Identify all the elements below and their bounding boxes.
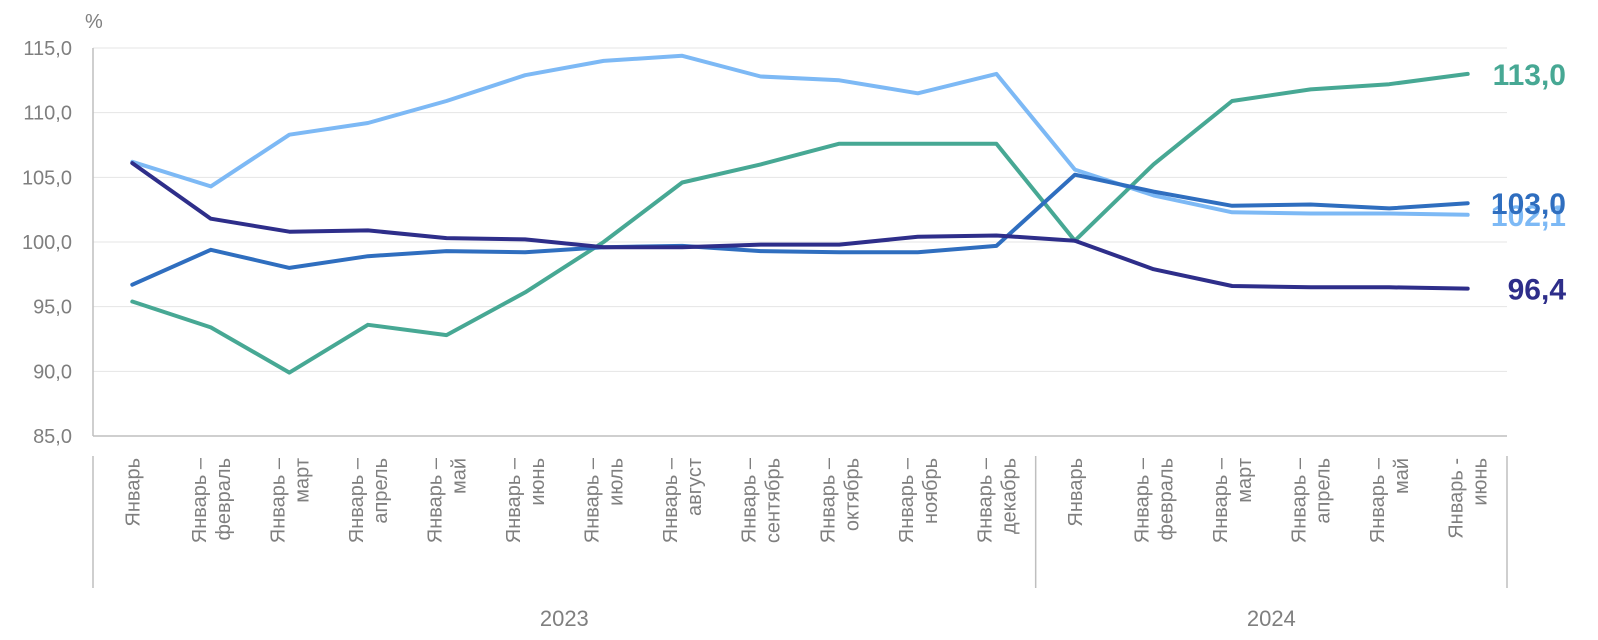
- x-tick-label-line: февраль: [1156, 458, 1178, 541]
- x-tick-label: Январь – май: [1367, 457, 1413, 543]
- x-tick-label-line: октябрь: [841, 458, 863, 531]
- x-axis-ticks: Январь Январь – февраль Январь – март Январь …: [122, 457, 1491, 543]
- x-tick-label: Январь – октябрь: [817, 457, 863, 543]
- end-labels: 102,1 113,0 103,0 96,4: [1491, 59, 1566, 307]
- x-tick-label: Январь – апрель: [1289, 457, 1335, 543]
- axes: [92, 48, 1508, 588]
- x-tick-label-line: Январь: [122, 458, 144, 527]
- x-tick-label: Январь – апрель: [346, 457, 392, 543]
- x-tick-label-line: май: [449, 458, 471, 494]
- x-tick-label-line: Январь –: [896, 457, 918, 543]
- series-line: [130, 161, 1470, 291]
- x-tick-label-line: июль: [606, 458, 628, 506]
- x-tick-label: Январь – сентябрь: [739, 457, 785, 543]
- x-tick-label-line: Январь –: [974, 457, 996, 543]
- series-end-label: 102,1: [1491, 200, 1566, 233]
- x-tick-label: Январь - июнь: [1446, 458, 1492, 539]
- year-groups: 2023 2024: [540, 606, 1296, 631]
- series-end-label: 96,4: [1508, 274, 1567, 307]
- x-tick-label-line: июнь: [1470, 458, 1492, 506]
- series-line: [130, 53, 1470, 217]
- series-line: [130, 71, 1470, 375]
- y-tick-label: 105,0: [22, 167, 72, 189]
- series-lines: [130, 53, 1470, 375]
- x-tick-label: Январь: [1065, 458, 1087, 527]
- y-tick-label: 110,0: [23, 103, 72, 125]
- y-tick-label: 85,0: [33, 426, 72, 448]
- x-tick-label-line: Январь –: [346, 457, 368, 543]
- x-tick-label-line: Январь –: [1210, 457, 1232, 543]
- x-tick-label: Январь – ноябрь: [896, 457, 942, 543]
- x-tick-label-line: ноябрь: [920, 458, 942, 524]
- y-tick-label: 100,0: [22, 232, 72, 254]
- x-tick-label-line: Январь: [1065, 458, 1087, 527]
- x-tick-label-line: май: [1391, 458, 1413, 494]
- y-tick-label: 95,0: [33, 297, 72, 319]
- y-axis-unit-label: %: [85, 11, 103, 33]
- year-group-label: 2023: [540, 606, 589, 631]
- series-end-label: 113,0: [1493, 59, 1566, 92]
- x-tick-label-line: Январь –: [425, 457, 447, 543]
- x-tick-label-line: Январь –: [1289, 457, 1311, 543]
- x-tick-label: Январь: [122, 458, 144, 527]
- x-tick-label-line: март: [291, 458, 313, 503]
- x-tick-label: Январь – март: [1210, 457, 1256, 543]
- x-tick-label: Январь – июнь: [503, 457, 549, 543]
- series-end-label: 103,0: [1491, 188, 1566, 221]
- x-tick-label-line: Январь –: [582, 457, 604, 543]
- x-tick-label: Январь – июль: [582, 457, 628, 543]
- year-group-label: 2024: [1247, 606, 1296, 631]
- x-tick-label-line: декабрь: [998, 458, 1020, 534]
- x-tick-label-line: март: [1234, 458, 1256, 503]
- x-tick-label-line: Январь –: [817, 457, 839, 543]
- x-tick-label-line: июнь: [527, 458, 549, 506]
- x-tick-label-line: сентябрь: [763, 458, 785, 543]
- series-line: [130, 172, 1470, 287]
- x-tick-label: Январь – август: [660, 457, 706, 543]
- x-tick-label-line: апрель: [1313, 458, 1335, 524]
- x-tick-label-line: Январь –: [503, 457, 525, 543]
- x-tick-label-line: Январь -: [1446, 458, 1468, 539]
- grid-lines: [93, 47, 1507, 372]
- x-tick-label: Январь – февраль: [189, 457, 235, 543]
- x-tick-label: Январь – декабрь: [974, 457, 1020, 543]
- x-tick-label: Январь – март: [267, 457, 313, 543]
- y-tick-label: 90,0: [33, 361, 72, 383]
- x-tick-label: Январь – май: [425, 457, 471, 543]
- x-tick-label-line: февраль: [213, 458, 235, 541]
- x-tick-label-line: Январь –: [739, 457, 761, 543]
- x-tick-label-line: Январь –: [1132, 457, 1154, 543]
- y-axis-ticks: 85,0 90,0 95,0 100,0 105,0 110,0 115,0: [22, 38, 72, 448]
- x-tick-label-line: Январь –: [189, 457, 211, 543]
- x-tick-label-line: Январь –: [660, 457, 682, 543]
- x-tick-label-line: апрель: [370, 458, 392, 524]
- y-tick-label: 115,0: [23, 38, 72, 60]
- x-tick-label: Январь – февраль: [1132, 457, 1178, 543]
- x-tick-label-line: август: [684, 458, 706, 516]
- x-tick-label-line: Январь –: [1367, 457, 1389, 543]
- x-tick-label-line: Январь –: [267, 457, 289, 543]
